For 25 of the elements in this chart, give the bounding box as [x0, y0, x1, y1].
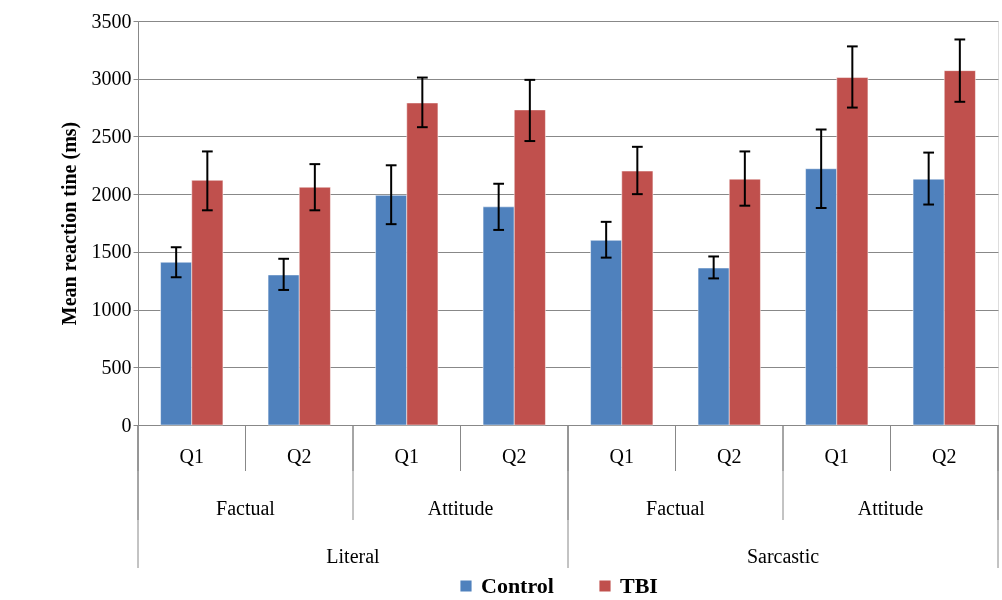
x-tick-label: Q2 — [502, 445, 527, 467]
legend-label: Control — [481, 573, 554, 598]
y-tick-label: 1000 — [91, 298, 132, 321]
y-tick-label: 1500 — [91, 240, 132, 263]
text: Factual — [216, 497, 276, 519]
text: Sarcastic — [746, 545, 820, 567]
x-tick-label: Q1 — [394, 445, 419, 467]
y-tick-label: 500 — [101, 355, 132, 378]
x-tick-label: Q1 — [824, 445, 849, 467]
legend-label: TBI — [620, 573, 658, 598]
x-tick-label: Q1 — [179, 445, 204, 467]
text: Attitude — [427, 497, 494, 519]
y-tick-label: 3000 — [91, 67, 132, 90]
text: Literal — [326, 545, 381, 567]
y-tick-label: 0 — [121, 413, 132, 436]
y-tick-label: 3500 — [91, 9, 132, 32]
text: Attitude — [857, 497, 924, 519]
x-tick-label: Q2 — [717, 445, 742, 467]
x-tick-label: Q2 — [932, 445, 957, 467]
x-tick-label: Q2 — [287, 445, 312, 467]
text: Factual — [646, 497, 706, 519]
y-tick-label: 2500 — [91, 124, 132, 147]
x-tick-label: Q1 — [609, 445, 634, 467]
y-axis-title: Mean reaction tine (ms) — [57, 121, 81, 326]
y-tick-label: 2000 — [91, 182, 132, 205]
